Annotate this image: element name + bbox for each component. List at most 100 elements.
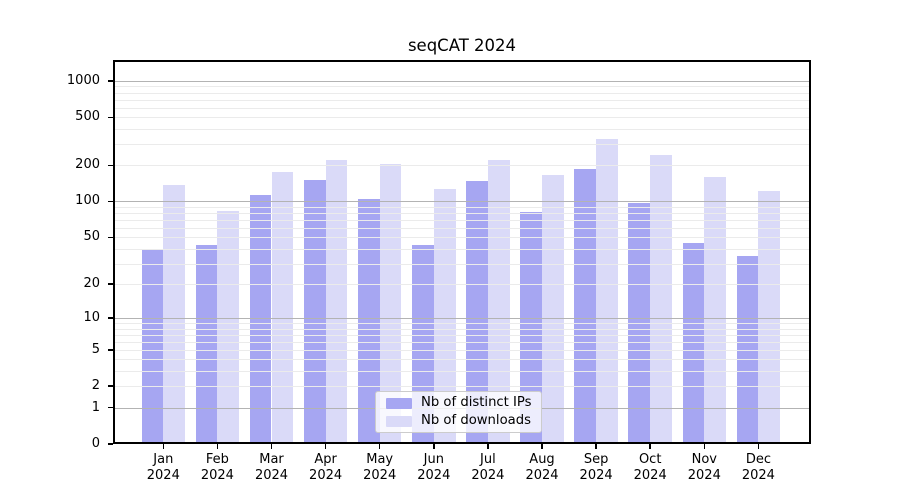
minor-gridline [113,206,811,208]
minor-gridline [113,328,811,330]
minor-gridline [113,359,811,361]
y-axis-tick-label: 50 [83,229,100,245]
bar-apr-distinct-ips [303,180,326,444]
minor-gridline [113,129,811,131]
bar-jul-downloads [487,159,510,444]
bar-mar-distinct-ips [249,195,272,444]
bar-nov-distinct-ips [682,242,705,444]
major-gridline [113,80,811,82]
left-spine [113,60,115,444]
major-gridline [113,201,811,203]
y-axis-tick-label: 1 [91,399,100,415]
minor-gridline [113,86,811,88]
minor-gridline [113,323,811,324]
bar-oct-downloads [650,154,672,444]
x-axis-tick-label: Nov 2024 [687,452,721,483]
bar-feb-downloads [217,210,240,444]
x-axis-tick-label: Apr 2024 [309,452,343,483]
y-tick-mark [108,349,113,351]
minor-gridline [113,117,811,119]
bottom-spine [113,442,811,444]
minor-gridline [113,144,811,146]
y-axis-tick-label: 20 [83,276,100,291]
minor-gridline [113,341,811,343]
bar-apr-downloads [325,159,348,444]
y-axis-tick-label: 10 [83,309,100,325]
major-gridline [113,317,811,319]
x-axis-tick-label: May 2024 [363,452,397,483]
y-axis-tick-label: 1000 [66,72,100,88]
x-tick-mark [378,444,381,449]
y-tick-mark [108,80,113,82]
legend-label-downloads: Nb of downloads [421,413,531,428]
x-axis-tick-label: Jan 2024 [146,452,180,483]
x-tick-mark [703,444,706,449]
x-axis-tick-label: Aug 2024 [525,452,559,483]
y-tick-mark [108,385,113,388]
x-axis-tick-label: Dec 2024 [741,452,775,483]
bar-nov-downloads [704,177,727,444]
x-tick-mark [649,444,651,449]
y-tick-mark [108,283,113,285]
minor-gridline [113,334,811,336]
legend-swatch-downloads [386,415,412,427]
y-tick-mark [108,236,113,239]
plot-area [113,60,811,444]
minor-gridline [113,386,811,388]
legend-entry-downloads: Nb of downloads [386,413,531,429]
minor-gridline [113,349,811,351]
top-spine [113,60,811,62]
minor-gridline [113,227,811,229]
x-axis-tick-label: Feb 2024 [200,452,234,483]
y-axis-tick-label: 500 [75,109,100,125]
y-axis-tick-label: 0 [91,436,100,451]
x-tick-mark [162,444,165,449]
y-axis-tick-label: 200 [75,157,100,173]
y-tick-mark [108,164,113,167]
x-axis-tick-label: Jul 2024 [471,452,505,483]
bar-sep-downloads [596,139,618,444]
bar-jun-downloads [433,188,456,444]
bar-dec-downloads [758,191,781,444]
y-tick-mark [108,200,113,203]
minor-gridline [113,92,811,94]
x-tick-mark [216,444,219,449]
y-tick-mark [108,406,113,409]
minor-gridline [113,165,811,167]
bar-jan-downloads [163,185,186,444]
y-tick-mark [108,317,113,319]
legend-label-distinct-ips: Nb of distinct IPs [421,395,532,410]
y-axis-tick-label: 5 [91,341,100,357]
minor-gridline [113,107,811,109]
y-axis-tick-label: 2 [91,378,100,394]
bar-jul-distinct-ips [466,181,488,444]
bar-sep-distinct-ips [574,168,597,444]
x-tick-mark [595,444,597,449]
x-tick-mark [270,444,273,449]
x-axis-tick-label: Oct 2024 [633,452,667,483]
bar-aug-distinct-ips [520,212,542,444]
y-axis-tick-label: 100 [75,193,100,209]
x-axis-tick-label: Jun 2024 [417,452,451,483]
x-tick-mark [433,444,435,449]
x-axis-tick-label: Sep 2024 [579,452,613,483]
bar-may-distinct-ips [357,199,380,444]
bar-may-downloads [379,163,402,444]
minor-gridline [113,371,811,373]
minor-gridline [113,99,811,101]
x-tick-mark [324,444,327,449]
x-tick-mark [541,444,543,449]
minor-gridline [113,237,811,239]
bar-jan-distinct-ips [141,248,164,444]
minor-gridline [113,219,811,221]
minor-gridline [113,284,811,285]
bar-mar-downloads [271,172,294,444]
minor-gridline [113,248,811,250]
x-tick-mark [487,444,489,449]
right-spine [809,60,811,444]
legend-entry-distinct-ips: Nb of distinct IPs [386,395,532,411]
minor-gridline [113,263,811,265]
bar-feb-distinct-ips [195,245,218,444]
x-axis-tick-label: Mar 2024 [254,452,289,483]
